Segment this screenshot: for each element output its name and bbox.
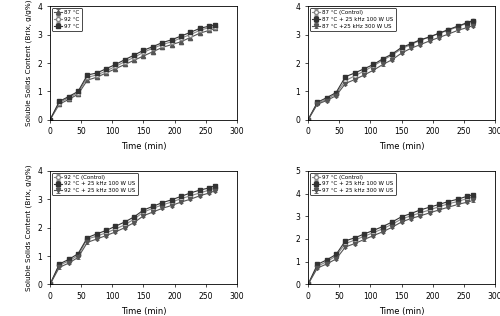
Legend: 97 °C (Control), 97 °C + 25 kHz 100 W US, 97 °C + 25 kHz 300 W US: 97 °C (Control), 97 °C + 25 kHz 100 W US… xyxy=(310,173,396,195)
X-axis label: Time (min): Time (min) xyxy=(379,307,424,316)
X-axis label: Time (min): Time (min) xyxy=(120,307,166,316)
Legend: 92 °C (Control), 92 °C + 25 kHz 100 W US, 92 °C + 25 kHz 300 W US: 92 °C (Control), 92 °C + 25 kHz 100 W US… xyxy=(52,173,138,195)
X-axis label: Time (min): Time (min) xyxy=(120,142,166,151)
Legend: 87 °C, 92 °C, 97 °C: 87 °C, 92 °C, 97 °C xyxy=(52,8,82,31)
Y-axis label: Soluble Solids Content (Brix, g/g%): Soluble Solids Content (Brix, g/g%) xyxy=(26,164,32,291)
X-axis label: Time (min): Time (min) xyxy=(379,142,424,151)
Y-axis label: Soluble Solids Content (Brix, g/g%): Soluble Solids Content (Brix, g/g%) xyxy=(26,0,32,126)
Legend: 87 °C (Control), 87 °C + 25 kHz 100 W US, 87 °C +25 kHz 300 W US: 87 °C (Control), 87 °C + 25 kHz 100 W US… xyxy=(310,8,396,31)
